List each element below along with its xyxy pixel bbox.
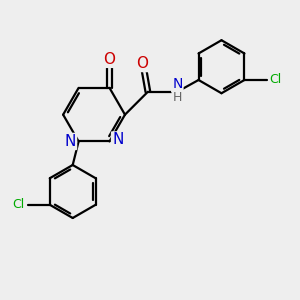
Text: H: H bbox=[172, 91, 182, 103]
Text: N: N bbox=[172, 77, 182, 92]
Text: N: N bbox=[65, 134, 76, 149]
Text: O: O bbox=[136, 56, 148, 71]
Text: Cl: Cl bbox=[13, 198, 25, 211]
Text: Cl: Cl bbox=[269, 74, 281, 86]
Text: O: O bbox=[103, 52, 116, 67]
Text: N: N bbox=[112, 133, 123, 148]
